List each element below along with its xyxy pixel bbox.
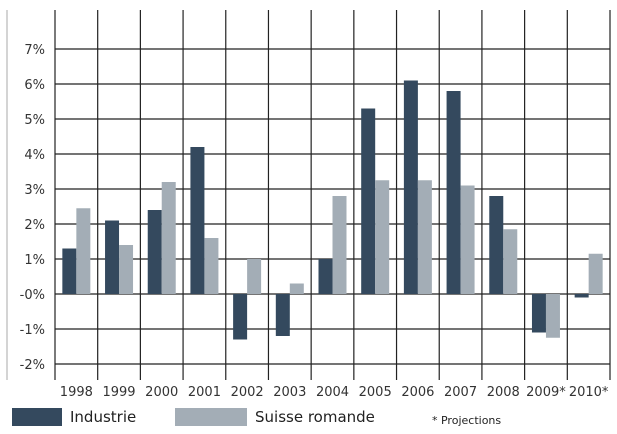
x-tick-label: 2008 — [487, 385, 520, 400]
bar-industrie-2004 — [318, 259, 333, 294]
x-tick-label: 2002 — [231, 385, 264, 400]
y-tick-label: -2% — [20, 358, 45, 373]
bar-industrie-2005 — [361, 108, 376, 294]
bar-suisse-romande-1998 — [76, 208, 91, 294]
bar-industrie-2009 — [531, 294, 546, 333]
legend-item-suisse-romande: Suisse romande — [175, 408, 375, 426]
y-tick-label: 3% — [24, 183, 45, 198]
x-tick-label: 2010* — [569, 385, 609, 400]
x-axis: 1998 1999 2000 2001 2002 2003 2004 2005 2006 2007… — [60, 385, 609, 400]
x-tick-label: 2003 — [273, 385, 306, 400]
legend: Industrie Suisse romande * Projections — [0, 408, 617, 434]
legend-label-suisse-romande: Suisse romande — [255, 408, 375, 426]
y-tick-label: 2% — [24, 218, 45, 233]
x-tick-label: 2005 — [359, 385, 392, 400]
bar-industrie-2003 — [275, 294, 290, 336]
bar-industrie-1999 — [105, 220, 120, 294]
bar-industrie-2000 — [147, 210, 162, 294]
bar-suisse-romande-2004 — [332, 196, 347, 294]
bar-suisse-romande-1999 — [119, 245, 134, 294]
projections-footnote: * Projections — [432, 414, 502, 427]
bar-chart: 7% 6% 5% 4% 3% 2% 1% -0% -1% -2% 1998 1999 2000 2001… — [6, 10, 611, 400]
x-tick-label: 2001 — [188, 385, 221, 400]
bar-suisse-romande-2003 — [289, 283, 304, 294]
y-tick-label: -1% — [20, 323, 45, 338]
bar-suisse-romande-2010 — [588, 253, 603, 294]
bar-suisse-romande-2007 — [460, 185, 475, 294]
bar-industrie-2010 — [574, 294, 589, 298]
legend-item-industrie: Industrie — [12, 408, 136, 426]
bar-industrie-2002 — [233, 294, 248, 340]
bar-industrie-2008 — [489, 196, 504, 294]
legend-swatch-industrie — [12, 408, 62, 426]
bar-suisse-romande-2009 — [545, 294, 560, 338]
bar-industrie-2001 — [190, 147, 205, 294]
y-tick-label: 7% — [24, 43, 45, 58]
bar-suisse-romande-2006 — [417, 180, 432, 294]
x-tick-label: 2006 — [401, 385, 434, 400]
bar-industrie-2006 — [403, 80, 418, 294]
chart-grid — [6, 10, 611, 380]
x-tick-label: 2000 — [145, 385, 178, 400]
legend-label-industrie: Industrie — [70, 408, 137, 426]
legend-swatch-suisse-romande — [175, 408, 247, 426]
x-tick-label: 1998 — [60, 385, 93, 400]
bar-series — [62, 80, 603, 340]
bar-industrie-2007 — [446, 91, 461, 294]
x-tick-label: 1999 — [102, 385, 135, 400]
y-tick-label: -0% — [20, 288, 45, 303]
y-tick-label: 1% — [24, 253, 45, 268]
y-tick-label: 4% — [24, 148, 45, 163]
y-axis: 7% 6% 5% 4% 3% 2% 1% -0% -1% -2% — [20, 43, 45, 373]
y-tick-label: 5% — [24, 113, 45, 128]
x-tick-label: 2007 — [444, 385, 477, 400]
bar-suisse-romande-2005 — [375, 180, 390, 294]
bar-suisse-romande-2002 — [247, 259, 262, 294]
bar-suisse-romande-2008 — [503, 229, 518, 294]
x-tick-label: 2004 — [316, 385, 349, 400]
bar-suisse-romande-2000 — [161, 182, 176, 294]
bar-suisse-romande-2001 — [204, 238, 219, 294]
bar-industrie-1998 — [62, 248, 77, 294]
x-tick-label: 2009* — [526, 385, 566, 400]
y-tick-label: 6% — [24, 78, 45, 93]
